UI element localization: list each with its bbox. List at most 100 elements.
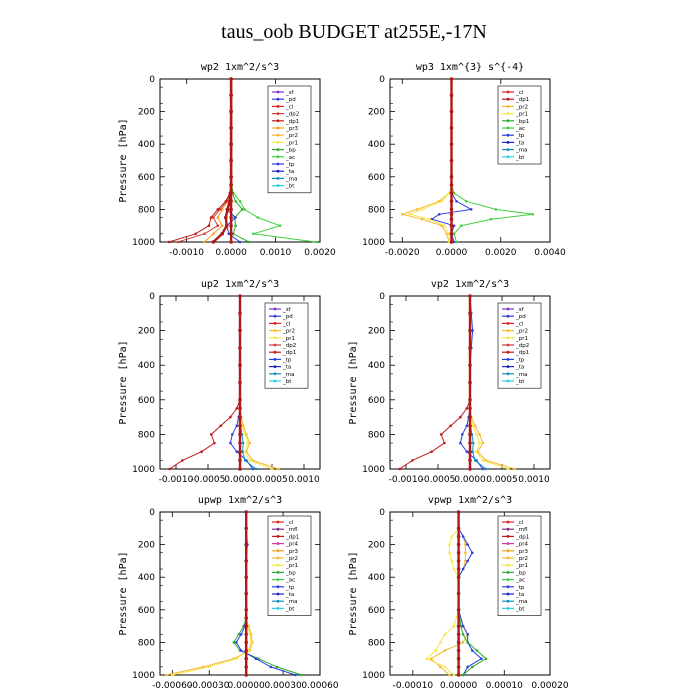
legend-marker: [506, 585, 510, 589]
data-point: [447, 240, 451, 244]
legend-box: [267, 85, 312, 194]
data-point: [481, 459, 485, 462]
y-axis-label: Pressure [hPa]: [348, 551, 359, 635]
data-point: [181, 459, 184, 462]
data-point: [471, 665, 474, 669]
data-point: [429, 657, 433, 660]
data-point: [247, 649, 250, 652]
legend-entry: _ta: [515, 592, 524, 598]
y-tick-label: 600: [368, 396, 385, 406]
data-point: [408, 213, 412, 216]
data-point: [448, 543, 451, 546]
data-point: [475, 433, 478, 436]
legend-entry: _pr1: [515, 336, 528, 342]
data-point: [244, 542, 248, 547]
data-point: [466, 633, 470, 636]
data-point: [244, 510, 248, 514]
data-point: [238, 406, 242, 411]
legend-entry: _cl: [515, 321, 524, 327]
legend-entry: _dp2: [282, 343, 296, 349]
data-point: [449, 93, 454, 98]
x-tick-label: 0.0020: [485, 248, 517, 258]
series-line: [177, 79, 232, 243]
data-point: [464, 559, 467, 563]
data-point: [247, 240, 251, 244]
y-tick-label: 400: [368, 361, 385, 371]
x-tick-label: 0.0005: [256, 475, 288, 485]
legend-entry: _pr2: [515, 329, 528, 335]
data-point: [244, 640, 248, 645]
x-tick-label: -0.0010: [389, 475, 424, 485]
legend: _cl_mfl_dp1_pr4_pr3_pr2_pr1_bp_ac_tp_ta_…: [267, 515, 312, 616]
data-point: [401, 213, 404, 216]
legend-marker: [276, 592, 280, 596]
x-tick-label: 0.0000: [436, 248, 468, 258]
data-point: [200, 450, 203, 454]
data-point: [439, 433, 443, 436]
legend-entry: _ta: [515, 140, 524, 146]
legend-entry: _dp2: [285, 112, 299, 118]
y-tick-label: 0: [379, 75, 385, 85]
series-cl: [238, 294, 242, 471]
data-point: [452, 224, 456, 227]
y-tick-label: 1000: [362, 671, 385, 681]
legend-entry: _pd: [282, 314, 293, 320]
data-point: [468, 424, 472, 428]
x-tick-label: -0.0005: [421, 475, 456, 485]
panel-title: vp2 1xm^2/s^3: [431, 279, 509, 290]
x-tick-label: 0.0000: [224, 475, 256, 485]
data-point: [443, 665, 447, 669]
legend-marker: [506, 322, 510, 325]
plot-frame: [389, 78, 551, 243]
y-tick-label: 800: [138, 430, 155, 440]
data-point: [484, 467, 488, 471]
legend-marker: [506, 133, 510, 137]
data-point: [207, 665, 211, 669]
panel-title: vpwp 1xm^2/s^3: [428, 495, 512, 506]
legend-marker: [276, 535, 280, 538]
data-point: [234, 200, 237, 203]
data-point: [235, 641, 238, 644]
data-point: [224, 215, 228, 220]
data-point: [243, 433, 247, 436]
data-point: [507, 467, 510, 471]
legend-entry: _dp1: [515, 350, 529, 356]
data-point: [249, 641, 253, 644]
chart-panel-4: vp2 1xm^2/s^3 0 200 400 600 800 1000 -0.0010-0.…: [348, 279, 551, 485]
x-tick-label: -0.0010: [169, 248, 204, 258]
x-tick-label: 0.0010: [288, 475, 320, 485]
data-point: [460, 224, 463, 227]
y-tick-label: 0: [149, 508, 155, 518]
y-tick-label: 0: [379, 508, 385, 518]
data-point: [456, 624, 461, 628]
legend-entry: _ma: [515, 599, 527, 605]
data-point: [455, 240, 458, 244]
legend-marker: [506, 119, 510, 123]
legend-entry: _pr2: [282, 329, 295, 335]
data-point: [442, 224, 446, 227]
legend-entry: _ma: [285, 176, 297, 182]
data-point: [420, 208, 424, 211]
data-point: [456, 542, 461, 547]
x-tick-label: 0.0020: [304, 248, 336, 258]
legend-entry: _pd: [285, 97, 296, 103]
legend-marker: [506, 578, 510, 581]
data-point: [471, 424, 475, 428]
y-axis-label: Pressure [hPa]: [118, 551, 129, 635]
data-point: [468, 458, 472, 463]
data-point: [244, 673, 248, 677]
legend-marker: [506, 329, 510, 332]
legend-marker: [276, 177, 280, 180]
legend-marker: [276, 148, 280, 152]
data-point: [471, 649, 474, 652]
data-point: [176, 240, 180, 244]
data-point: [478, 441, 481, 445]
legend-marker: [506, 336, 510, 340]
data-point: [449, 199, 454, 204]
y-tick-label: 800: [138, 205, 155, 215]
legend-entry: _bp: [285, 148, 296, 154]
legend-entry: _cl: [515, 520, 524, 526]
series-tp: [457, 510, 483, 677]
data-point: [244, 665, 248, 669]
data-point: [239, 633, 243, 636]
